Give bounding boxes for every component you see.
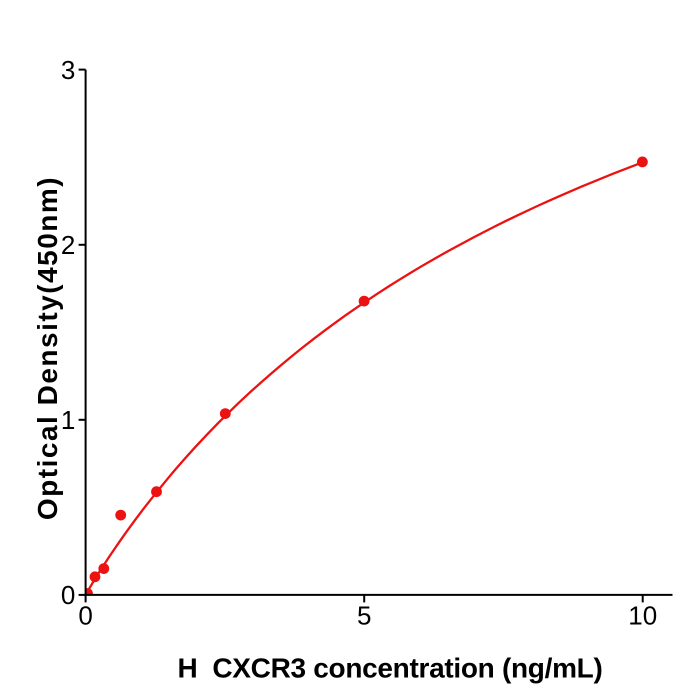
svg-text:0: 0 bbox=[78, 601, 92, 631]
svg-text:3: 3 bbox=[61, 55, 75, 85]
svg-text:0: 0 bbox=[61, 580, 75, 610]
svg-text:2: 2 bbox=[61, 230, 75, 260]
svg-text:10: 10 bbox=[628, 601, 657, 631]
svg-text:H CXCR3 concentration (ng/mL): H CXCR3 concentration (ng/mL) bbox=[177, 653, 602, 684]
svg-text:1: 1 bbox=[61, 405, 75, 435]
svg-text:5: 5 bbox=[357, 601, 371, 631]
svg-text:Optical Density(450nm): Optical Density(450nm) bbox=[32, 176, 63, 520]
